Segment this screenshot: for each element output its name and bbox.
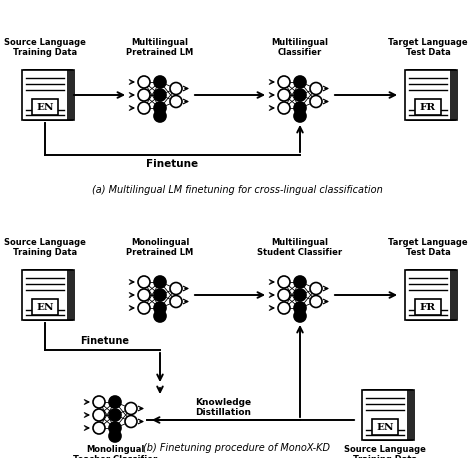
Text: (b) Finetuning procedure of MonoX-KD: (b) Finetuning procedure of MonoX-KD: [144, 443, 330, 453]
Text: Multilingual
Pretrained LM: Multilingual Pretrained LM: [127, 38, 193, 57]
Circle shape: [170, 295, 182, 307]
FancyBboxPatch shape: [24, 270, 70, 320]
Circle shape: [109, 430, 121, 442]
Circle shape: [154, 310, 166, 322]
Text: FR: FR: [420, 302, 436, 311]
Text: FR: FR: [420, 103, 436, 111]
FancyBboxPatch shape: [407, 70, 453, 120]
FancyBboxPatch shape: [405, 70, 451, 120]
Text: Source Language
Training Data: Source Language Training Data: [4, 238, 86, 257]
FancyBboxPatch shape: [28, 70, 74, 120]
Circle shape: [125, 415, 137, 427]
FancyBboxPatch shape: [364, 390, 410, 440]
Circle shape: [154, 76, 166, 88]
Text: EN: EN: [36, 103, 54, 111]
FancyBboxPatch shape: [411, 270, 457, 320]
Circle shape: [310, 96, 322, 108]
Circle shape: [125, 403, 137, 414]
Text: Monolingual
Pretrained LM: Monolingual Pretrained LM: [127, 238, 193, 257]
Circle shape: [93, 422, 105, 434]
Circle shape: [170, 283, 182, 294]
FancyBboxPatch shape: [32, 299, 58, 315]
Circle shape: [154, 302, 166, 314]
Circle shape: [278, 302, 290, 314]
FancyBboxPatch shape: [368, 390, 414, 440]
Text: (a) Multilingual LM finetuning for cross-lingual classification: (a) Multilingual LM finetuning for cross…: [91, 185, 383, 195]
FancyBboxPatch shape: [26, 70, 72, 120]
Circle shape: [278, 289, 290, 301]
Circle shape: [310, 283, 322, 294]
Text: Source Language
Training Data: Source Language Training Data: [4, 38, 86, 57]
Circle shape: [294, 276, 306, 288]
FancyBboxPatch shape: [24, 70, 70, 120]
Text: Source Language
Training Data: Source Language Training Data: [344, 445, 426, 458]
Circle shape: [154, 102, 166, 114]
Circle shape: [138, 276, 150, 288]
FancyBboxPatch shape: [362, 390, 408, 440]
Circle shape: [138, 89, 150, 101]
Circle shape: [93, 396, 105, 408]
FancyBboxPatch shape: [409, 70, 455, 120]
FancyBboxPatch shape: [409, 270, 455, 320]
Text: EN: EN: [376, 422, 394, 431]
Text: Monolingual
Teacher Classifier: Monolingual Teacher Classifier: [73, 445, 157, 458]
FancyBboxPatch shape: [411, 70, 457, 120]
FancyBboxPatch shape: [32, 99, 58, 115]
Circle shape: [154, 289, 166, 301]
Circle shape: [109, 422, 121, 434]
Text: Finetune: Finetune: [146, 159, 199, 169]
Text: Finetune: Finetune: [80, 336, 129, 346]
Text: Multilingual
Student Classifier: Multilingual Student Classifier: [257, 238, 343, 257]
Circle shape: [310, 295, 322, 307]
Circle shape: [109, 409, 121, 421]
Text: Multilingual
Classifier: Multilingual Classifier: [272, 38, 328, 57]
FancyBboxPatch shape: [22, 70, 68, 120]
Circle shape: [154, 110, 166, 122]
Circle shape: [294, 102, 306, 114]
Text: Target Language
Test Data: Target Language Test Data: [388, 238, 468, 257]
Circle shape: [294, 289, 306, 301]
Circle shape: [294, 76, 306, 88]
Circle shape: [138, 302, 150, 314]
Text: EN: EN: [36, 302, 54, 311]
Text: Target Language
Test Data: Target Language Test Data: [388, 38, 468, 57]
Circle shape: [310, 82, 322, 94]
Circle shape: [294, 302, 306, 314]
Circle shape: [170, 96, 182, 108]
FancyBboxPatch shape: [22, 270, 68, 320]
Circle shape: [294, 89, 306, 101]
Circle shape: [278, 276, 290, 288]
FancyBboxPatch shape: [28, 270, 74, 320]
FancyBboxPatch shape: [415, 299, 441, 315]
Circle shape: [170, 82, 182, 94]
Circle shape: [138, 102, 150, 114]
Text: Knowledge
Distillation: Knowledge Distillation: [195, 398, 252, 417]
FancyBboxPatch shape: [26, 270, 72, 320]
Circle shape: [278, 76, 290, 88]
Circle shape: [154, 276, 166, 288]
FancyBboxPatch shape: [366, 390, 412, 440]
Circle shape: [294, 110, 306, 122]
Circle shape: [154, 89, 166, 101]
Circle shape: [278, 102, 290, 114]
FancyBboxPatch shape: [415, 99, 441, 115]
Circle shape: [138, 289, 150, 301]
FancyBboxPatch shape: [405, 270, 451, 320]
FancyBboxPatch shape: [407, 270, 453, 320]
Circle shape: [93, 409, 105, 421]
Circle shape: [109, 396, 121, 408]
FancyBboxPatch shape: [372, 419, 398, 435]
Circle shape: [278, 89, 290, 101]
Circle shape: [294, 310, 306, 322]
Circle shape: [138, 76, 150, 88]
